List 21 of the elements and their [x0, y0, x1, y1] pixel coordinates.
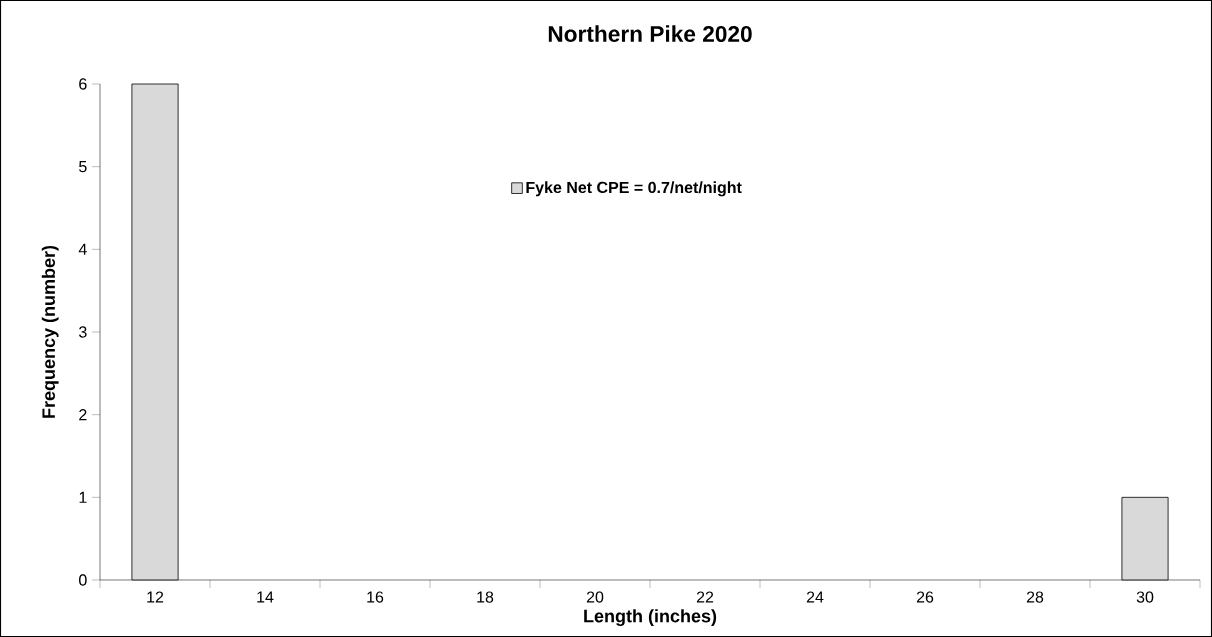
y-tick-label: 6: [79, 78, 87, 90]
x-tick-label: 30: [1136, 591, 1154, 603]
x-tick-label: 26: [916, 591, 934, 603]
chart-title: Northern Pike 2020: [548, 25, 752, 42]
x-tick-label: 20: [586, 591, 604, 603]
y-tick-label: 0: [79, 574, 87, 586]
y-tick-label: 2: [79, 409, 87, 421]
x-axis-title: Length (inches): [584, 609, 717, 627]
y-axis-title: Frequency (number): [41, 245, 59, 418]
y-tick-label: 1: [79, 491, 87, 503]
x-tick-label: 18: [477, 591, 494, 603]
x-tick-label: 24: [806, 591, 824, 603]
x-tick-label: 14: [257, 591, 274, 603]
x-tick-label: 22: [696, 591, 714, 603]
y-tick-label: 5: [79, 161, 87, 173]
y-tick-label: 3: [79, 326, 87, 338]
y-tick-label: 4: [78, 243, 87, 255]
x-tick-label: 28: [1026, 591, 1044, 603]
x-tick-label: 12: [147, 591, 164, 603]
legend-label: Fyke Net CPE = 0.7/net/night: [526, 181, 742, 197]
x-tick-label: 16: [367, 591, 384, 603]
